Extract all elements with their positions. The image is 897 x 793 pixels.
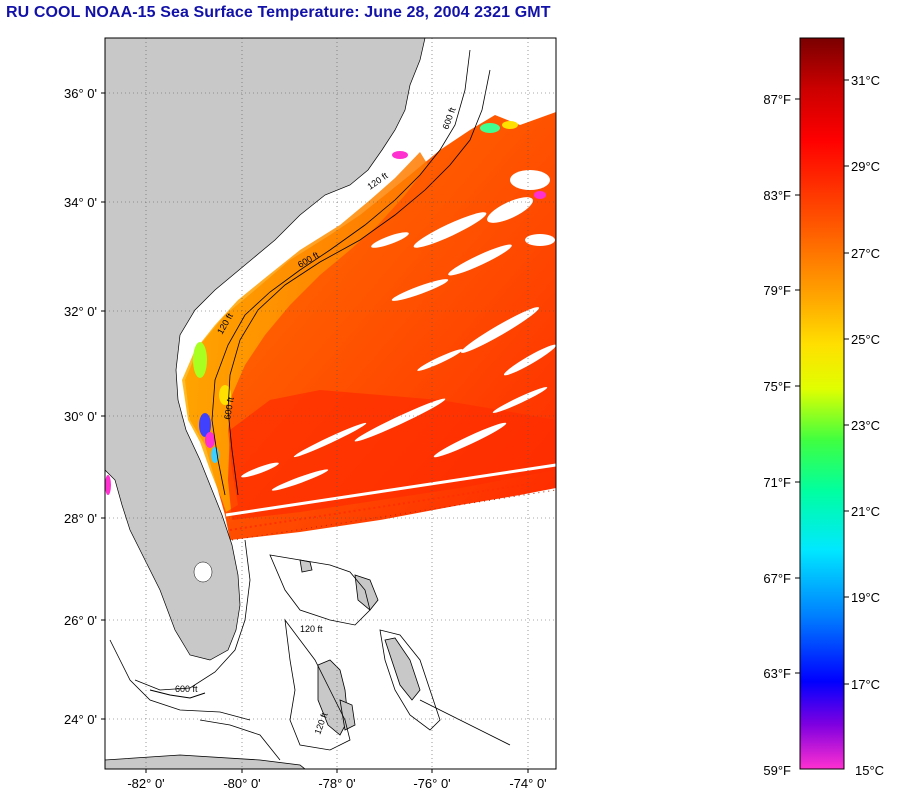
colorbar-fahrenheit-label: 87°F [763, 92, 791, 107]
contour-label: 120 ft [300, 624, 323, 634]
gulf-stream-core [228, 390, 556, 520]
colorbar-celsius-label: 25°C [851, 332, 880, 347]
colorbar-celsius-label: 17°C [851, 677, 880, 692]
sst-shelf-waters [182, 152, 428, 512]
lat-label: 32° 0' [64, 304, 97, 319]
colorbar-celsius-label: 15°C [855, 763, 884, 778]
colorbar-celsius-label: 29°C [851, 159, 880, 174]
contour-label: 600 ft [222, 396, 236, 420]
coastal-cool-patches [105, 121, 546, 495]
bahamas-islands [299, 559, 421, 736]
colorbar-celsius-label: 31°C [851, 73, 880, 88]
map-area: 120 ft 600 ft 120 ft 600 ft 120 ft 600 f… [105, 38, 556, 769]
lat-label: 30° 0' [64, 409, 97, 424]
colorbar-celsius-label: 27°C [851, 246, 880, 261]
colorbar-fahrenheit-label: 75°F [763, 379, 791, 394]
axis-ticks [101, 92, 529, 773]
colorbar-ticks [795, 79, 849, 685]
lon-label: -74° 0' [509, 776, 546, 791]
lon-label: -80° 0' [223, 776, 260, 791]
land-southeast-us [105, 38, 426, 661]
colorbar [799, 37, 845, 770]
cloud-gaps [241, 170, 556, 491]
colorbar-fahrenheit-label: 59°F [763, 763, 791, 778]
colorbar-fahrenheit-label: 63°F [763, 666, 791, 681]
swath-edge [225, 463, 556, 541]
colorbar-celsius-label: 23°C [851, 418, 880, 433]
colorbar-celsius-label: 19°C [851, 590, 880, 605]
lon-label: -82° 0' [127, 776, 164, 791]
lon-label: -76° 0' [413, 776, 450, 791]
lat-label: 34° 0' [64, 195, 97, 210]
colorbar-fahrenheit-label: 67°F [763, 571, 791, 586]
contour-label: 600 ft [175, 684, 198, 694]
lat-label: 28° 0' [64, 511, 97, 526]
colorbar-fahrenheit-label: 71°F [763, 475, 791, 490]
lat-label: 26° 0' [64, 613, 97, 628]
cuba-coast [105, 754, 306, 769]
colorbar-celsius-label: 21°C [851, 504, 880, 519]
lake-okeechobee [193, 561, 213, 583]
lat-label: 24° 0' [64, 712, 97, 727]
map-title: RU COOL NOAA-15 Sea Surface Temperature:… [6, 4, 551, 21]
colorbar-fahrenheit-label: 83°F [763, 188, 791, 203]
florida-keys [149, 689, 206, 699]
bathymetry-contours [109, 49, 511, 761]
map-frame [104, 37, 557, 770]
lat-label: 36° 0' [64, 86, 97, 101]
colorbar-fahrenheit-label: 79°F [763, 283, 791, 298]
lon-label: -78° 0' [318, 776, 355, 791]
